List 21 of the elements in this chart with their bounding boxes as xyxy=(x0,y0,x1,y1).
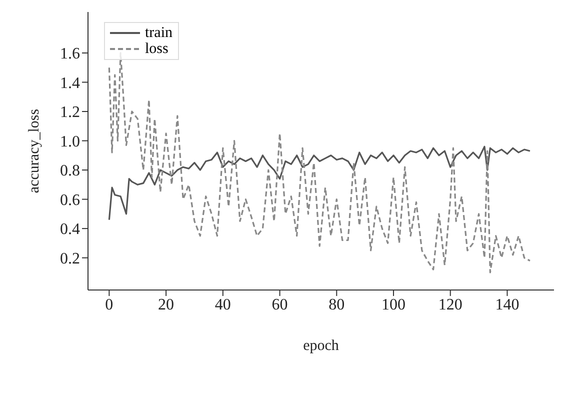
x-tick-label: 60 xyxy=(272,296,288,314)
line-series xyxy=(108,146,531,221)
y-axis-title: accuracy_loss xyxy=(26,108,42,194)
x-tick-label: 20 xyxy=(158,296,174,314)
x-tick-label: 0 xyxy=(105,296,114,314)
x-tick-label: 80 xyxy=(328,296,345,314)
x-axis-title: epoch xyxy=(303,338,340,354)
y-tick-label: 0.6 xyxy=(60,192,80,209)
x-tick-label: 40 xyxy=(214,296,231,314)
legend-label: train xyxy=(145,25,172,41)
y-tick-label: 1.4 xyxy=(60,74,80,92)
x-tick-label: 100 xyxy=(382,296,406,314)
y-tick-label: 1.2 xyxy=(60,104,80,122)
x-tick-label: 140 xyxy=(495,296,520,314)
x-tick-label: 120 xyxy=(438,296,462,314)
y-tick-label: 0.2 xyxy=(60,250,80,268)
y-tick-label: 0.8 xyxy=(60,162,80,180)
y-tick-label: 1.0 xyxy=(60,133,80,150)
y-tick-label: 1.6 xyxy=(60,46,80,63)
y-tick-label: 0.4 xyxy=(60,221,80,238)
legend-label: loss xyxy=(145,41,168,57)
